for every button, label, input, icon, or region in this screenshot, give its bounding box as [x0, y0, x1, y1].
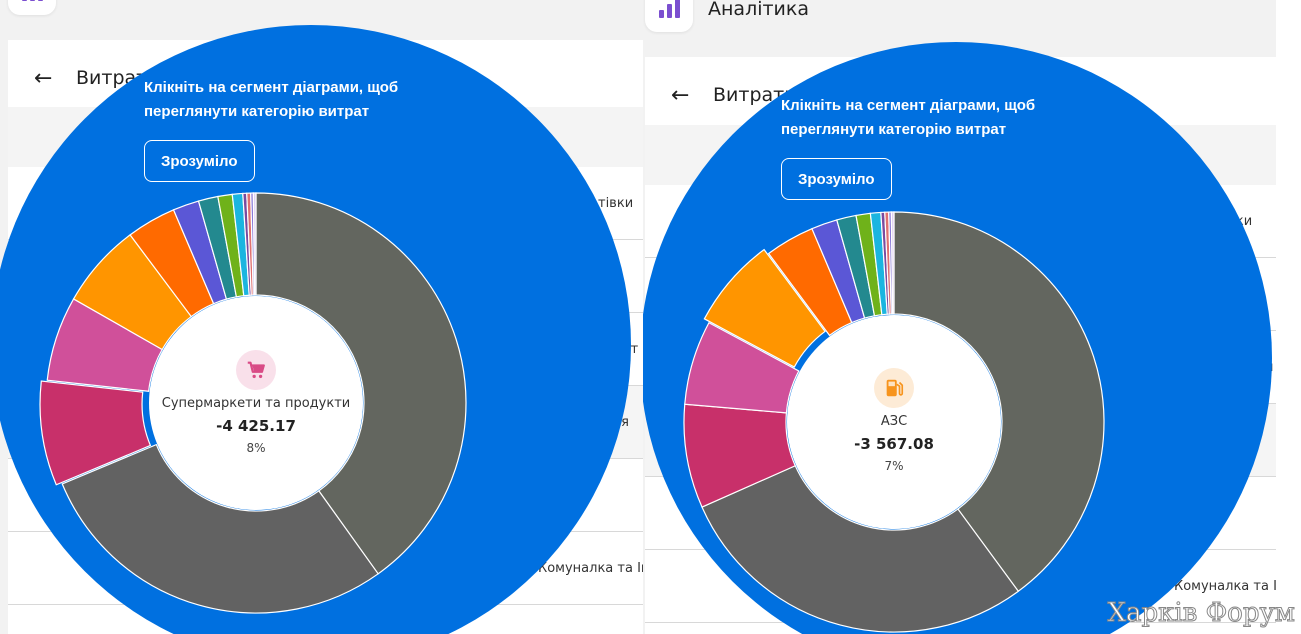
donut-slice[interactable] [61, 443, 379, 614]
selected-category-percent: 7% [884, 459, 904, 473]
category-label: тівки [598, 195, 634, 211]
selected-category-name: АЗС [880, 414, 908, 429]
fuel-pump-icon [874, 368, 914, 408]
expenses-donut-chart[interactable] [674, 202, 1114, 634]
donut-slice-2[interactable] [39, 380, 152, 486]
category-label: Комуналка та І [1174, 578, 1276, 594]
donut-slice[interactable] [890, 211, 895, 315]
donut-slice[interactable] [701, 464, 1020, 633]
donut-slice[interactable] [893, 211, 1105, 593]
bar-chart-icon [21, 0, 43, 1]
category-label: Комуналка та Ін [538, 560, 643, 576]
page-margin [1276, 0, 1301, 634]
donut-slice[interactable] [255, 192, 467, 575]
onboarding-tip-text: Клікніть на сегмент діаграми, щоб перегл… [144, 79, 399, 120]
selected-category-amount: -4 425.17 [216, 417, 296, 435]
donut-center-hole [149, 296, 363, 510]
selected-category-info: АЗС -3 567.08 7% [784, 368, 1004, 473]
donut-slice[interactable] [684, 321, 800, 414]
got-it-button[interactable]: Зрозуміло [781, 158, 892, 200]
right-screenshot-panel: Аналітика ← Витрати тівки и ття Комуналк… [643, 0, 1276, 634]
donut-slice[interactable] [252, 192, 257, 296]
selected-category-info: Супермаркети та продукти -4 425.17 8% [146, 350, 366, 455]
selected-category-percent: 8% [246, 441, 266, 455]
back-arrow-icon[interactable]: ← [671, 82, 690, 108]
back-arrow-icon[interactable]: ← [34, 65, 53, 91]
onboarding-tip-text: Клікніть на сегмент діаграми, щоб перегл… [781, 97, 1036, 138]
selected-category-name: Супермаркети та продукти [161, 396, 351, 411]
selected-category-amount: -3 567.08 [854, 435, 934, 453]
shopping-cart-icon [236, 350, 276, 390]
bar-chart-icon [658, 0, 680, 18]
donut-center-hole [787, 315, 1001, 529]
analytics-app-icon[interactable] [645, 0, 693, 32]
expenses-donut-chart[interactable] [36, 183, 476, 623]
analytics-app-icon[interactable] [8, 0, 56, 15]
app-title: Аналітика [708, 0, 810, 20]
watermark: Харків Форум [1107, 598, 1296, 629]
left-screenshot-panel: ← Витрати тівки и т ття Комуналка та Ін … [0, 0, 643, 634]
donut-slice-4[interactable] [703, 248, 826, 368]
got-it-button[interactable]: Зрозуміло [144, 140, 255, 182]
